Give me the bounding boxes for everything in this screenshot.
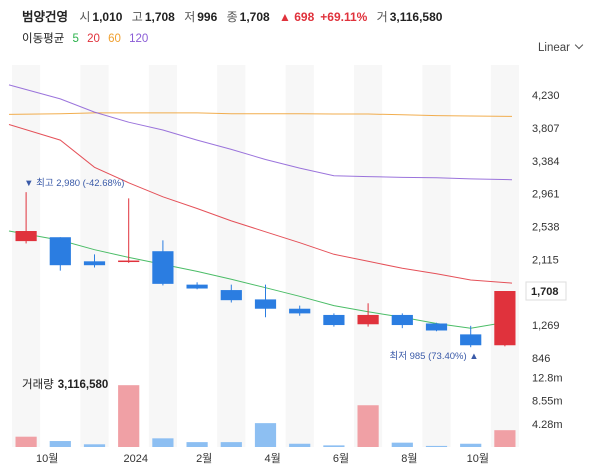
ma-5-legend[interactable]: 5 bbox=[72, 33, 79, 45]
candle-body bbox=[254, 299, 277, 309]
x-axis-label: 10월 bbox=[36, 452, 58, 465]
high-annotation: ▼ 최고 2,980 (-42.68%) bbox=[24, 178, 124, 189]
month-band bbox=[490, 65, 519, 447]
open-label: 시 bbox=[79, 10, 91, 24]
volume-bar bbox=[152, 438, 174, 447]
change-value: ▲ 698 bbox=[279, 10, 315, 24]
close-label: 종 bbox=[226, 10, 238, 24]
volume-bar bbox=[391, 442, 413, 447]
price-tick-label: 846 bbox=[532, 353, 550, 365]
candle-body bbox=[425, 323, 448, 331]
moving-average-legend: 이동평균 5 20 60 120 bbox=[22, 30, 153, 46]
volume-tick-label: 4.28m bbox=[532, 419, 563, 431]
candle-body bbox=[152, 251, 174, 284]
price-tick-label: 3,807 bbox=[532, 123, 560, 135]
price-tick-label: 4,230 bbox=[532, 90, 560, 102]
candle-body bbox=[323, 314, 345, 326]
x-axis-label: 4월 bbox=[264, 452, 280, 465]
candle-body bbox=[15, 231, 37, 242]
high-value: 1,708 bbox=[144, 10, 175, 24]
ma-120-legend[interactable]: 120 bbox=[129, 33, 149, 45]
volume-bar bbox=[460, 443, 482, 447]
candle-body bbox=[83, 261, 106, 266]
month-band bbox=[354, 65, 383, 447]
candle-body bbox=[391, 314, 413, 326]
scale-label: Linear bbox=[538, 42, 570, 54]
current-price-label: 1,708 bbox=[531, 286, 559, 298]
volume-bar bbox=[118, 385, 140, 447]
close-value: 1,708 bbox=[239, 10, 270, 24]
ma-20-line bbox=[8, 124, 513, 284]
volume-bar bbox=[289, 443, 311, 447]
volume-bar bbox=[49, 441, 71, 447]
price-tick-label: 2,538 bbox=[532, 222, 560, 234]
volume-bar bbox=[83, 444, 106, 447]
price-tick-label: 2,961 bbox=[532, 189, 560, 201]
ma-60-legend[interactable]: 60 bbox=[108, 33, 121, 45]
scale-dropdown[interactable]: Linear bbox=[538, 40, 584, 54]
candle-body bbox=[49, 237, 71, 266]
ma-60-line bbox=[8, 112, 513, 117]
low-annotation: 최저 985 (73.40%) ▲ bbox=[389, 351, 478, 362]
price-tick-label: 3,384 bbox=[532, 156, 560, 168]
volume-value: 3,116,580 bbox=[389, 10, 443, 24]
change-percent: +69.11% bbox=[320, 10, 368, 24]
x-axis-label: 2024 bbox=[124, 453, 148, 465]
month-band bbox=[285, 65, 314, 447]
month-band bbox=[12, 65, 41, 447]
volume-tick-label: 12.8m bbox=[532, 373, 563, 385]
current-price-box bbox=[525, 281, 567, 301]
low-value: 996 bbox=[197, 10, 218, 24]
candle-body bbox=[186, 284, 208, 289]
volume-title-value: 3,116,580 bbox=[57, 379, 109, 391]
volume-bar bbox=[15, 436, 37, 447]
open-value: 1,010 bbox=[92, 10, 123, 24]
x-axis-label: 6월 bbox=[333, 452, 349, 465]
volume-bar bbox=[254, 423, 277, 447]
volume-bar bbox=[494, 430, 516, 447]
stock-header: 범양건영 시 1,010 고 1,708 저 996 종 1,708 ▲ 698 +69.… bbox=[22, 6, 448, 25]
candle-body bbox=[494, 291, 516, 346]
candle-body bbox=[118, 260, 140, 263]
x-axis-label: 10월 bbox=[467, 452, 489, 465]
candle-body bbox=[220, 290, 242, 301]
volume-title: 거래량 3,116,580 bbox=[22, 376, 108, 392]
stock-name: 범양건영 bbox=[22, 10, 69, 24]
ma-120-line bbox=[8, 84, 513, 181]
month-band bbox=[217, 65, 246, 447]
volume-bar bbox=[425, 445, 448, 447]
high-label: 고 bbox=[131, 10, 143, 24]
volume-bar bbox=[357, 405, 379, 447]
volume-bar bbox=[220, 442, 242, 447]
volume-title-label: 거래량 bbox=[22, 379, 54, 391]
x-axis-label: 2월 bbox=[196, 452, 212, 465]
low-label: 저 bbox=[184, 10, 196, 24]
volume-bar bbox=[323, 445, 345, 447]
price-tick-label: 1,269 bbox=[532, 320, 560, 332]
candle-body bbox=[289, 308, 311, 314]
candle-body bbox=[357, 314, 379, 325]
volume-tick-label: 8.55m bbox=[532, 396, 563, 408]
moving-average-label: 이동평균 bbox=[22, 33, 65, 45]
x-axis-label: 8월 bbox=[401, 452, 417, 465]
volume-label: 거 bbox=[376, 10, 388, 24]
month-band bbox=[422, 65, 451, 447]
ma-20-legend[interactable]: 20 bbox=[87, 33, 100, 45]
price-tick-label: 2,115 bbox=[532, 254, 559, 266]
candle-body bbox=[460, 334, 482, 346]
volume-bar bbox=[186, 442, 208, 447]
